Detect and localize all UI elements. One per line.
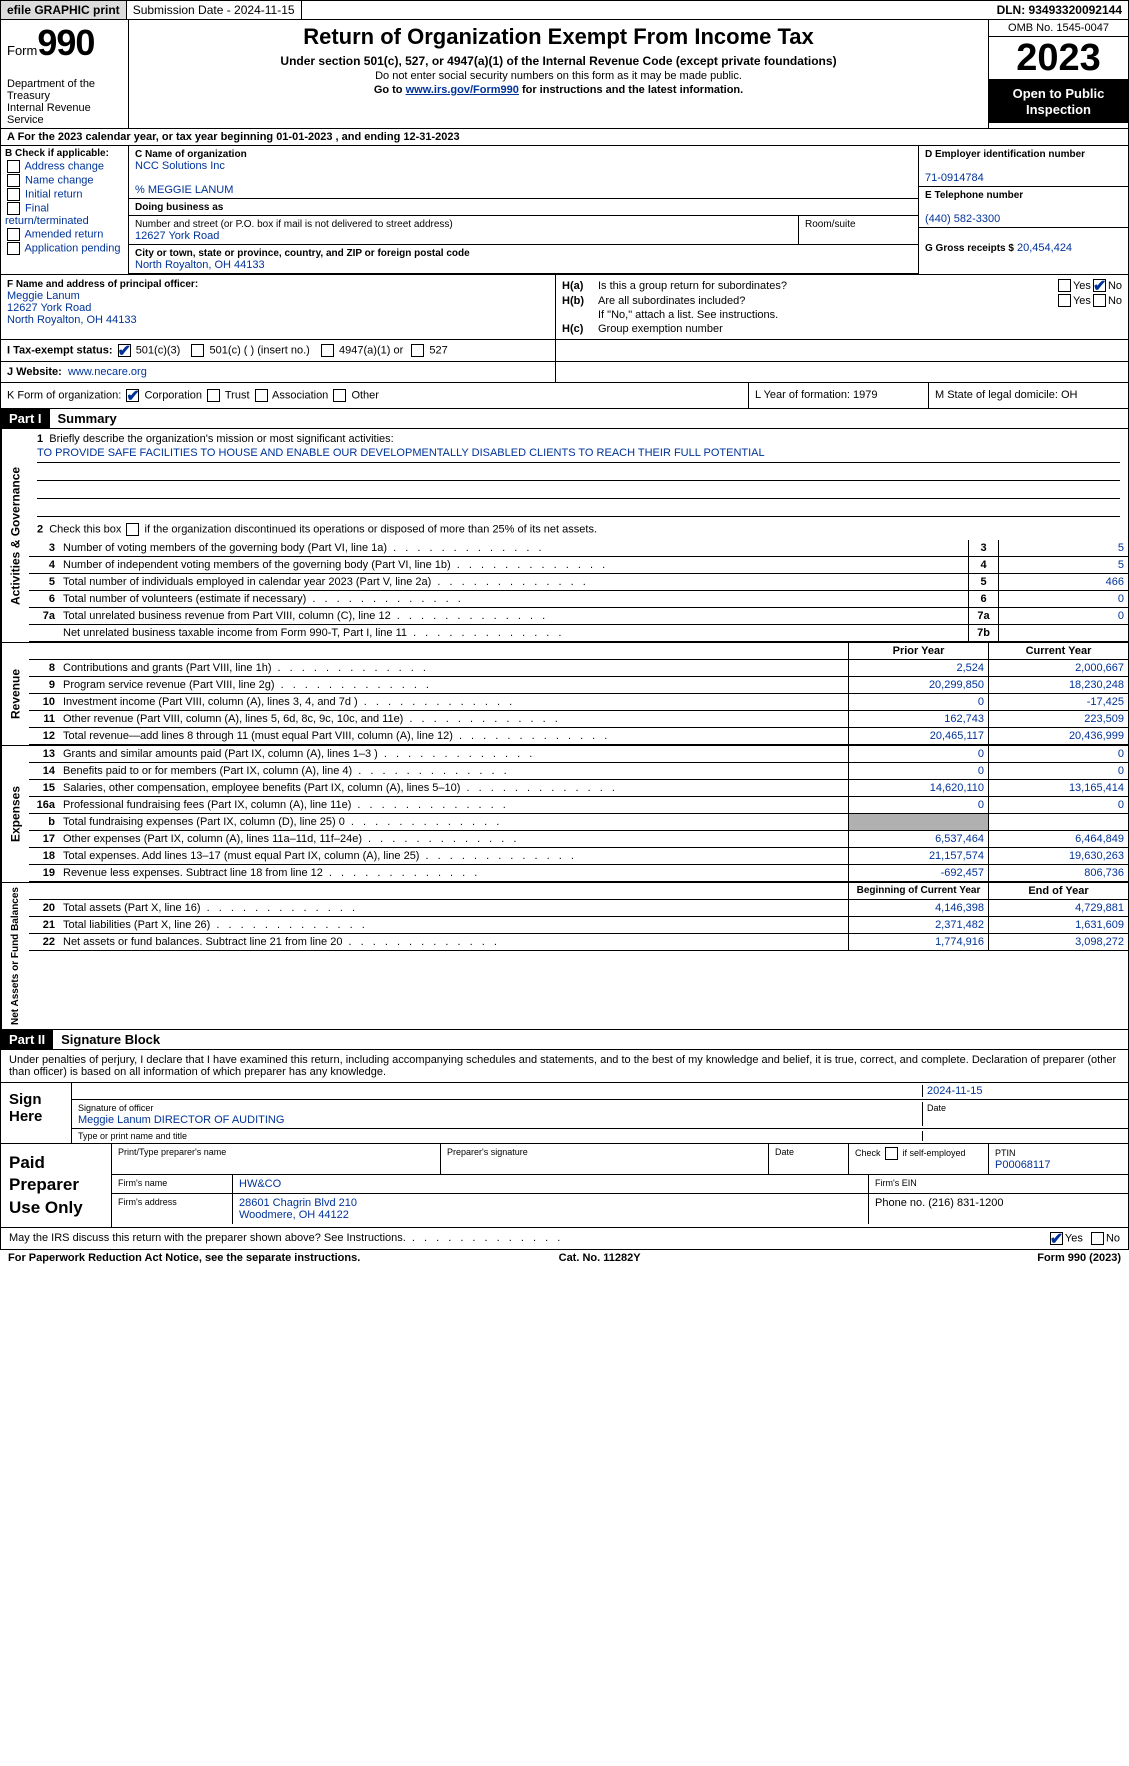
ha-no-checkbox[interactable]: [1093, 279, 1106, 292]
governance-section: Activities & Governance 1 Briefly descri…: [0, 429, 1129, 643]
paid-preparer-block: Paid Preparer Use Only Print/Type prepar…: [0, 1144, 1129, 1227]
perjury-statement: Under penalties of perjury, I declare th…: [0, 1050, 1129, 1083]
ein: 71-0914784: [925, 172, 984, 184]
line-13: 13Grants and similar amounts paid (Part …: [29, 746, 1128, 763]
officer-city: North Royalton, OH 44133: [7, 314, 549, 326]
firm-phone: Phone no. (216) 831-1200: [868, 1194, 1128, 1224]
form-title: Return of Organization Exempt From Incom…: [133, 24, 984, 50]
telephone: (440) 582-3300: [925, 213, 1000, 225]
line-9: 9Program service revenue (Part VIII, lin…: [29, 677, 1128, 694]
net-assets-section: Net Assets or Fund Balances Beginning of…: [0, 883, 1129, 1030]
discontinued-checkbox[interactable]: [126, 523, 139, 536]
summary-line-6: 6Total number of volunteers (estimate if…: [29, 591, 1128, 608]
form-word: Form: [7, 43, 37, 58]
website: www.necare.org: [68, 366, 147, 378]
summary-line-7a: 7aTotal unrelated business revenue from …: [29, 608, 1128, 625]
year-formation: L Year of formation: 1979: [748, 383, 928, 408]
discuss-yes-checkbox[interactable]: [1050, 1232, 1063, 1245]
line-19: 19Revenue less expenses. Subtract line 1…: [29, 865, 1128, 882]
summary-line-3: 3Number of voting members of the governi…: [29, 540, 1128, 557]
public-inspection: Open to Public Inspection: [989, 80, 1128, 123]
officer-name: Meggie Lanum: [7, 290, 549, 302]
row-a-tax-year: A For the 2023 calendar year, or tax yea…: [0, 129, 1129, 146]
state-domicile: M State of legal domicile: OH: [928, 383, 1128, 408]
ha-yes-checkbox[interactable]: [1058, 279, 1071, 292]
checkbox-application-pending[interactable]: Application pending: [5, 242, 124, 255]
line-21: 21Total liabilities (Part X, line 26)2,3…: [29, 917, 1128, 934]
corp-checkbox[interactable]: [126, 389, 139, 402]
street: 12627 York Road: [135, 230, 219, 242]
4947-checkbox[interactable]: [321, 344, 334, 357]
firm-address: 28601 Chagrin Blvd 210 Woodmere, OH 4412…: [232, 1194, 868, 1224]
officer-h-section: F Name and address of principal officer:…: [0, 275, 1129, 340]
line-10: 10Investment income (Part VIII, column (…: [29, 694, 1128, 711]
col-b-checkboxes: B Check if applicable: Address change Na…: [1, 146, 129, 274]
org-name: NCC Solutions Inc: [135, 160, 225, 172]
ssn-note: Do not enter social security numbers on …: [133, 70, 984, 82]
sign-here-block: Sign Here 2024-11-15 Signature of office…: [0, 1083, 1129, 1144]
top-toolbar: efile GRAPHIC print Submission Date - 20…: [0, 0, 1129, 20]
irs-link[interactable]: www.irs.gov/Form990: [406, 84, 519, 96]
line-12: 12Total revenue—add lines 8 through 11 (…: [29, 728, 1128, 745]
sign-date: 2024-11-15: [922, 1085, 1122, 1097]
form-header: Form990 Department of the Treasury Inter…: [0, 20, 1129, 129]
line-11: 11Other revenue (Part VIII, column (A), …: [29, 711, 1128, 728]
line-20: 20Total assets (Part X, line 16)4,146,39…: [29, 900, 1128, 917]
assoc-checkbox[interactable]: [255, 389, 268, 402]
501c3-checkbox[interactable]: [118, 344, 131, 357]
line-b: bTotal fundraising expenses (Part IX, co…: [29, 814, 1128, 831]
expenses-section: Expenses 13Grants and similar amounts pa…: [0, 746, 1129, 883]
line-8: 8Contributions and grants (Part VIII, li…: [29, 660, 1128, 677]
checkbox-address-change[interactable]: Address change: [5, 160, 124, 173]
trust-checkbox[interactable]: [207, 389, 220, 402]
mission-text: TO PROVIDE SAFE FACILITIES TO HOUSE AND …: [37, 447, 1120, 463]
omb-number: OMB No. 1545-0047: [989, 20, 1128, 37]
hb-no-checkbox[interactable]: [1093, 294, 1106, 307]
revenue-section: Revenue Prior YearCurrent Year 8Contribu…: [0, 643, 1129, 746]
line-18: 18Total expenses. Add lines 13–17 (must …: [29, 848, 1128, 865]
checkbox-amended-return[interactable]: Amended return: [5, 228, 124, 241]
501c-checkbox[interactable]: [191, 344, 204, 357]
firm-name: HW&CO: [232, 1175, 868, 1193]
other-checkbox[interactable]: [333, 389, 346, 402]
officer-street: 12627 York Road: [7, 302, 549, 314]
discuss-no-checkbox[interactable]: [1091, 1232, 1104, 1245]
form-subtitle: Under section 501(c), 527, or 4947(a)(1)…: [133, 54, 984, 68]
line-17: 17Other expenses (Part IX, column (A), l…: [29, 831, 1128, 848]
officer-sig-name: Meggie Lanum DIRECTOR OF AUDITING: [78, 1114, 284, 1126]
tax-year: 2023: [989, 37, 1128, 80]
ptin: P00068117: [995, 1159, 1050, 1171]
summary-line-4: 4Number of independent voting members of…: [29, 557, 1128, 574]
line-22: 22Net assets or fund balances. Subtract …: [29, 934, 1128, 951]
cat-no: Cat. No. 11282Y: [559, 1252, 641, 1264]
entity-block: B Check if applicable: Address change Na…: [0, 146, 1129, 275]
dln: DLN: 93493320092144: [991, 1, 1128, 19]
checkbox-final-return-terminated[interactable]: Final return/terminated: [5, 202, 124, 227]
summary-line-7b: Net unrelated business taxable income fr…: [29, 625, 1128, 642]
summary-line-5: 5Total number of individuals employed in…: [29, 574, 1128, 591]
part-2-label: Part II: [1, 1030, 53, 1049]
self-employed-checkbox[interactable]: [885, 1147, 898, 1160]
checkbox-initial-return[interactable]: Initial return: [5, 188, 124, 201]
checkbox-name-change[interactable]: Name change: [5, 174, 124, 187]
efile-print-button[interactable]: efile GRAPHIC print: [1, 1, 127, 19]
form-footer: Form 990 (2023): [1037, 1252, 1121, 1264]
gross-receipts: 20,454,424: [1017, 242, 1072, 254]
city-state-zip: North Royalton, OH 44133: [135, 259, 265, 271]
care-of: % MEGGIE LANUM: [135, 184, 233, 196]
line-14: 14Benefits paid to or for members (Part …: [29, 763, 1128, 780]
part-1-label: Part I: [1, 409, 50, 428]
hb-yes-checkbox[interactable]: [1058, 294, 1071, 307]
line-16a: 16aProfessional fundraising fees (Part I…: [29, 797, 1128, 814]
paperwork-notice: For Paperwork Reduction Act Notice, see …: [8, 1252, 360, 1264]
department: Department of the Treasury Internal Reve…: [7, 78, 122, 126]
line-15: 15Salaries, other compensation, employee…: [29, 780, 1128, 797]
527-checkbox[interactable]: [411, 344, 424, 357]
form-number: 990: [37, 22, 94, 63]
submission-date: Submission Date - 2024-11-15: [127, 1, 302, 19]
